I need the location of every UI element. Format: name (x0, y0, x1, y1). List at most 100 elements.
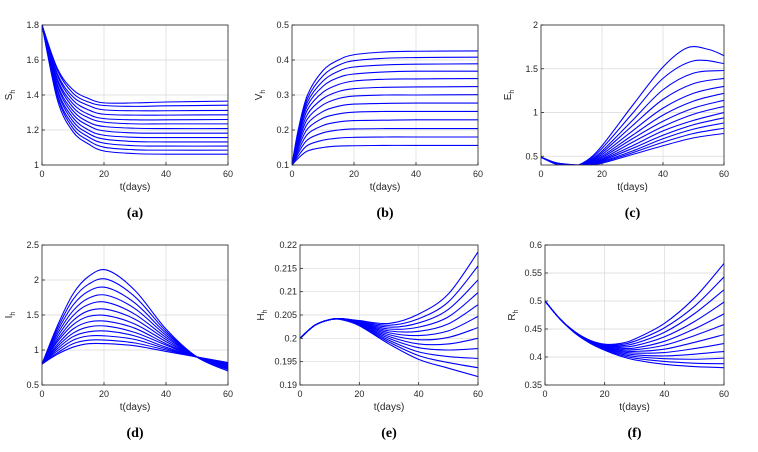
series-line-a-1 (42, 25, 228, 104)
x-tick-label: 60 (719, 389, 729, 399)
x-tick-label: 0 (289, 169, 294, 179)
y-axis-label: Ih (4, 312, 17, 319)
y-tick-label: 1.8 (26, 20, 39, 30)
subplot-a: 0 20 40 60 1 1.2 1.4 1.6 1.8 t(days) Sh (a) (4, 20, 233, 221)
subplot-caption: (f) (628, 426, 642, 441)
plot-area (541, 25, 724, 165)
y-tick-label: 0.21 (279, 287, 297, 297)
series-line-b-13 (292, 144, 478, 165)
x-tick-label: 20 (349, 169, 359, 179)
x-tick-label: 20 (354, 389, 364, 399)
subplot-e: 0 20 40 60 0.19 0.195 0.2 0.205 0.21 0.215 0.22 t(d… (256, 240, 483, 441)
x-tick-label: 20 (99, 169, 109, 179)
subplot-d: 0 20 40 60 0.5 1 1.5 2 2.5 t(days) Ih (d) (4, 240, 233, 441)
y-tick-label: 0.55 (524, 268, 542, 278)
y-tick-label: 1.5 (26, 310, 39, 320)
x-axis-label: t(days) (374, 402, 405, 413)
y-tick-label: 2 (34, 275, 39, 285)
y-tick-label: 0.45 (524, 324, 542, 334)
series-line-d-13 (42, 342, 228, 365)
x-tick-label: 20 (99, 389, 109, 399)
series-line-b-11 (292, 128, 478, 165)
series-line-a-3 (42, 25, 228, 112)
series-line-c-4 (541, 77, 724, 165)
x-axis-label: t(days) (120, 402, 151, 413)
y-tick-label: 1.5 (525, 64, 538, 74)
series-line-f-12 (545, 300, 724, 369)
x-tick-label: 60 (223, 389, 233, 399)
axes-frame (540, 24, 725, 166)
x-tick-label: 20 (600, 389, 610, 399)
y-axis-label: Rh (507, 309, 520, 320)
x-tick-label: 40 (411, 169, 421, 179)
x-tick-label: 60 (473, 169, 483, 179)
y-tick-label: 0.5 (525, 151, 538, 161)
series-line-a-2 (42, 25, 228, 107)
x-axis-label: t(days) (619, 402, 650, 413)
y-tick-label: 1.6 (26, 55, 39, 65)
x-tick-label: 60 (473, 389, 483, 399)
y-tick-label: 0.195 (274, 357, 297, 367)
y-tick-label: 1 (533, 108, 538, 118)
x-tick-label: 60 (223, 169, 233, 179)
x-axis-label: t(days) (370, 182, 401, 193)
subplot-c: 0 20 40 60 0.5 1 1.5 2 t(days) Eh (c) (503, 20, 729, 221)
x-tick-label: 20 (597, 169, 607, 179)
subplot-caption: (c) (625, 206, 641, 221)
series-line-b-9 (292, 110, 478, 165)
series-line-a-6 (42, 25, 228, 125)
subplot-caption: (e) (381, 426, 397, 441)
series-line-b-12 (292, 136, 478, 165)
x-tick-label: 40 (161, 389, 171, 399)
y-tick-label: 2 (533, 20, 538, 30)
x-tick-label: 40 (658, 169, 668, 179)
y-tick-label: 0.5 (26, 380, 39, 390)
series-line-b-7 (292, 94, 478, 165)
x-axis-label: t(days) (617, 182, 648, 193)
series-line-a-13 (42, 25, 228, 155)
y-tick-label: 0.205 (274, 310, 297, 320)
series-line-a-4 (42, 25, 228, 116)
series-line-a-10 (42, 25, 228, 143)
subplot-caption: (a) (127, 206, 144, 221)
x-tick-label: 0 (39, 389, 44, 399)
series-line-b-6 (292, 86, 478, 165)
series-line-e-12 (300, 318, 478, 378)
y-tick-label: 0.22 (279, 240, 297, 250)
series-line-a-7 (42, 25, 228, 130)
y-tick-label: 1 (34, 160, 39, 170)
series-line-b-4 (292, 70, 478, 165)
y-tick-label: 0.5 (529, 296, 542, 306)
series-line-c-5 (541, 85, 724, 165)
y-tick-label: 0.215 (274, 263, 297, 273)
y-axis-label: Vh (254, 90, 267, 101)
series-line-b-3 (292, 63, 478, 165)
y-tick-label: 0.19 (279, 380, 297, 390)
y-tick-label: 0.35 (524, 380, 542, 390)
x-tick-label: 40 (161, 169, 171, 179)
plot-area (545, 245, 724, 385)
axes-frame (544, 244, 725, 386)
y-tick-label: 1.4 (26, 90, 39, 100)
x-tick-label: 40 (659, 389, 669, 399)
x-tick-label: 0 (297, 389, 302, 399)
series-line-b-5 (292, 78, 478, 165)
subplot-f: 0 20 40 60 0.35 0.4 0.45 0.5 0.55 0.6 t(days) Rh (f) (507, 240, 729, 441)
y-tick-label: 0.4 (276, 55, 289, 65)
x-tick-label: 0 (39, 169, 44, 179)
x-tick-label: 60 (719, 169, 729, 179)
y-tick-label: 1.2 (26, 125, 39, 135)
y-tick-label: 0.6 (529, 240, 542, 250)
x-tick-label: 40 (414, 389, 424, 399)
y-tick-label: 2.5 (26, 240, 39, 250)
subplot-b: 0 20 40 60 0.1 0.2 0.3 0.4 0.5 t(days) Vh (b) (254, 20, 483, 221)
y-tick-label: 0.5 (276, 20, 289, 30)
series-line-b-10 (292, 119, 478, 165)
series-line-b-8 (292, 102, 478, 165)
subplot-caption: (d) (126, 426, 143, 441)
y-tick-label: 0.4 (529, 352, 542, 362)
x-tick-label: 0 (542, 389, 547, 399)
series-line-c-3 (541, 69, 724, 165)
subplot-caption: (b) (376, 206, 393, 221)
y-tick-label: 0.2 (284, 333, 297, 343)
